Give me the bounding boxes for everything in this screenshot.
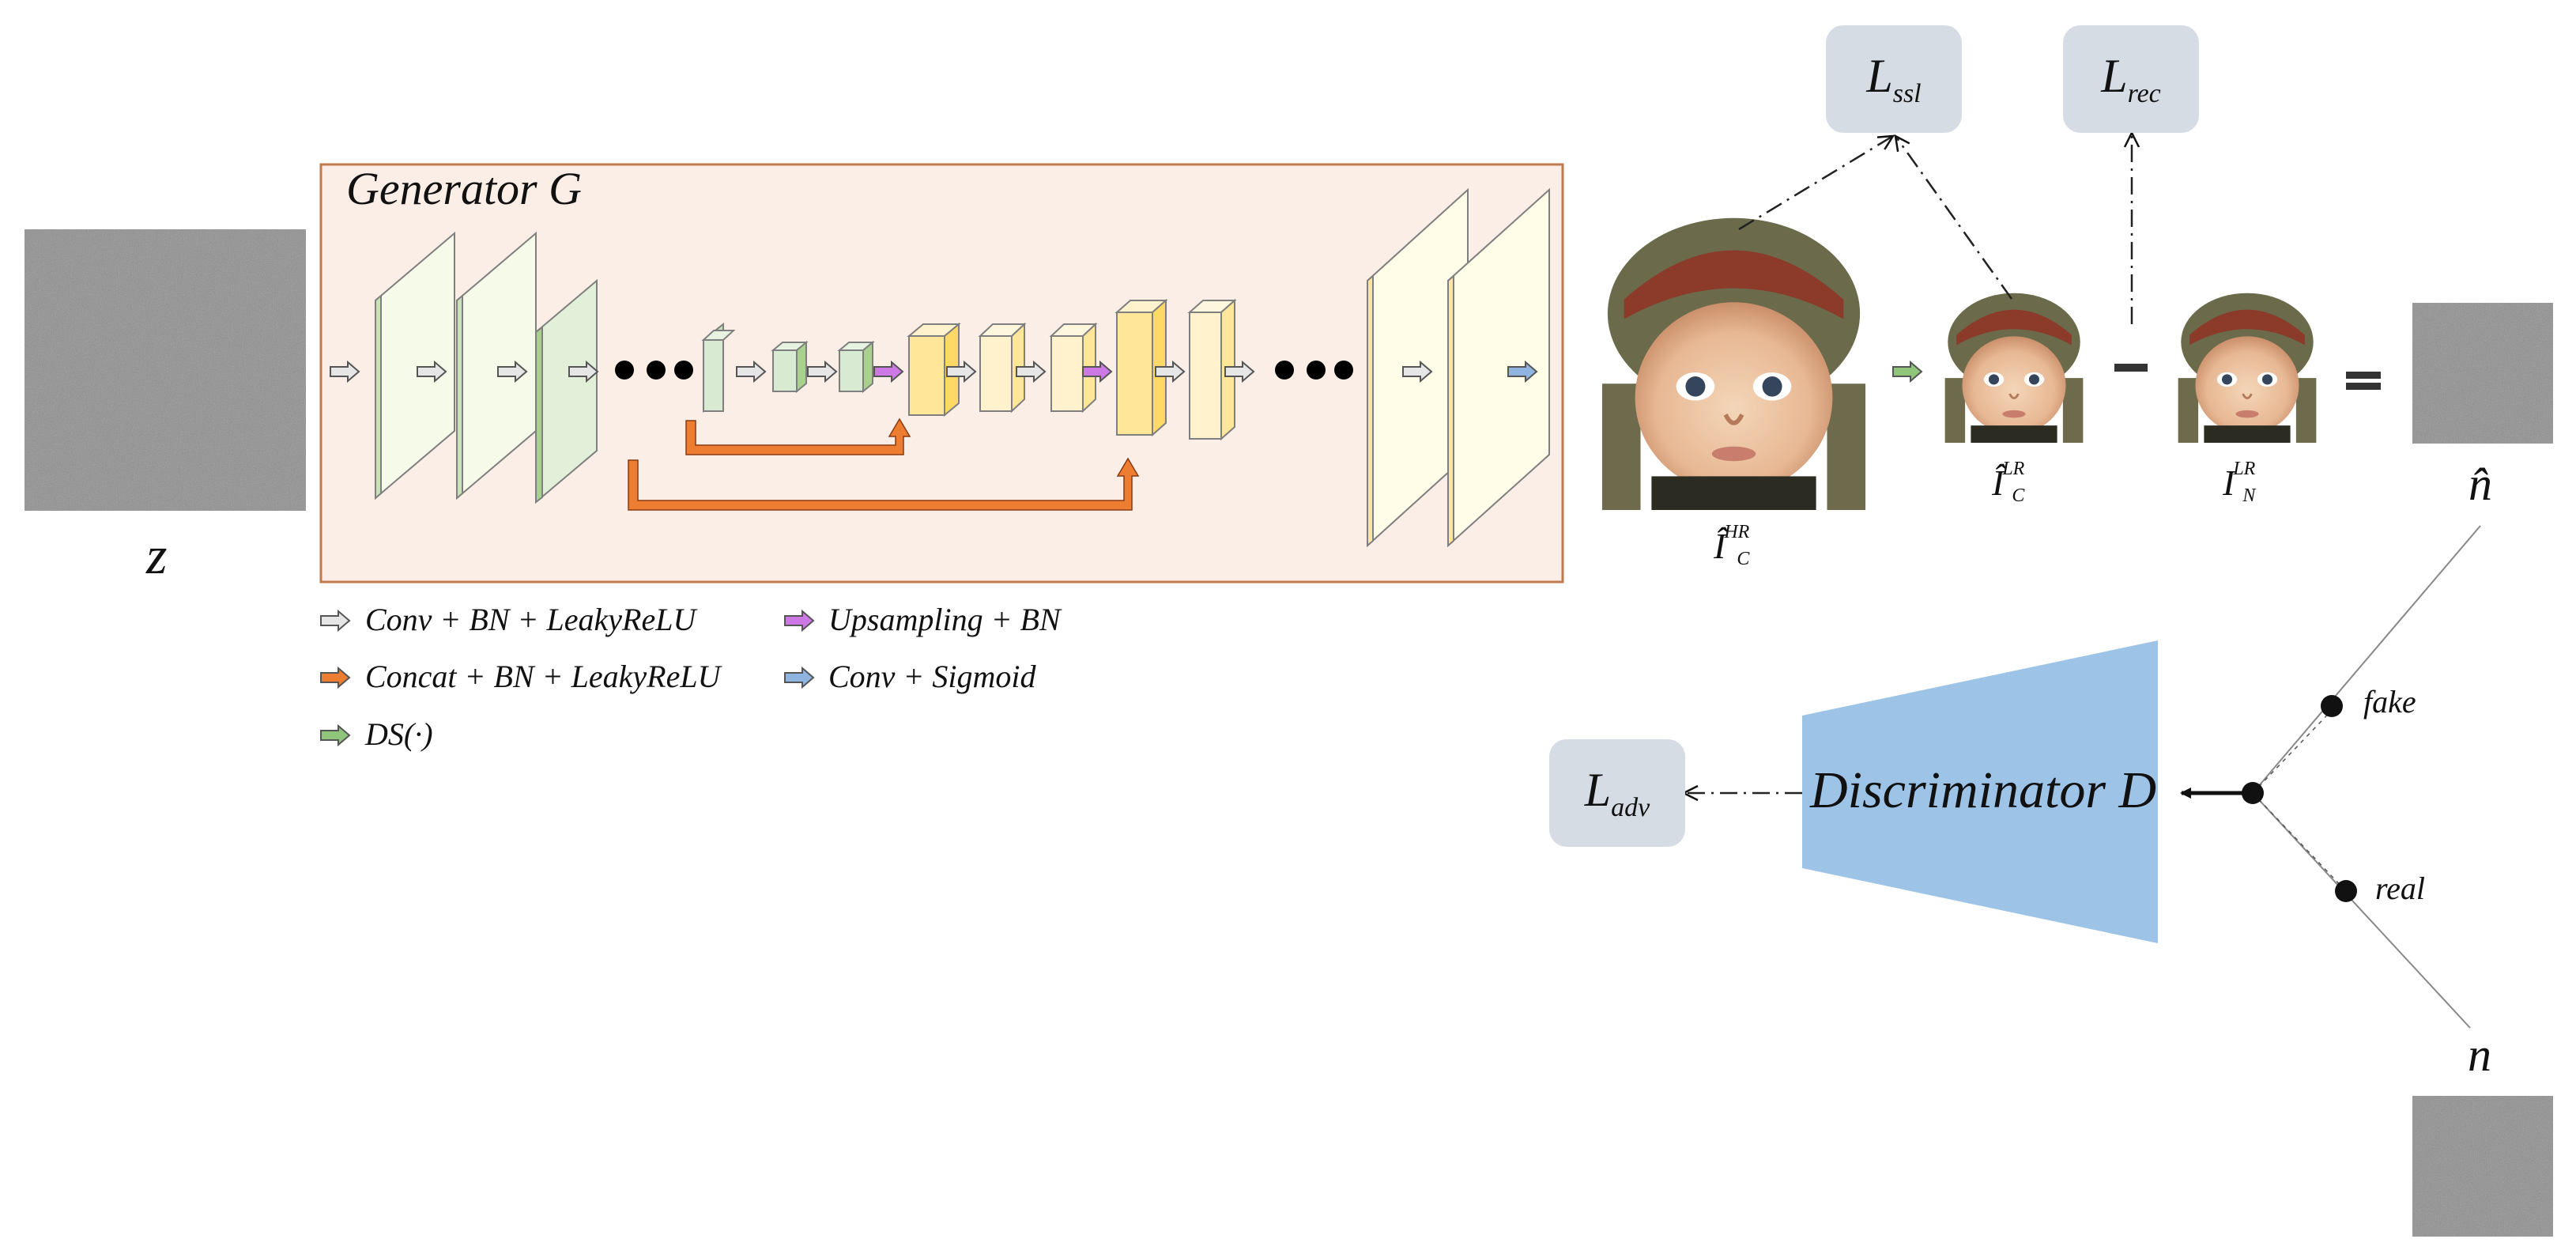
legend-sigmoid-arrow	[784, 667, 814, 688]
equals-top	[2346, 372, 2381, 379]
legend-ds-arrow	[320, 725, 350, 746]
switch-lines	[2180, 525, 2481, 1029]
loss-box-ssl: Lssl	[1826, 25, 1962, 133]
loss-rec-sub: rec	[2127, 79, 2161, 108]
skip-connections	[628, 417, 1140, 511]
generator-title: Generator G	[346, 163, 583, 214]
caption-ic-hr-main: Î	[1714, 526, 1726, 566]
loss-rec-main: L	[2101, 50, 2128, 102]
nhat-label: n̂	[2469, 458, 2492, 510]
fake-node	[2321, 695, 2343, 717]
layer-block-top	[701, 330, 736, 341]
connector-lr-to-ssl	[1895, 136, 2013, 300]
layer-block	[908, 335, 945, 416]
layer-block-side	[1447, 274, 1454, 548]
layer-block	[979, 335, 1013, 412]
real-node	[2335, 880, 2357, 902]
noise-texture	[25, 229, 306, 511]
layer-block	[703, 339, 724, 412]
layer-block-side	[375, 293, 382, 500]
discriminator-title: Discriminator D	[1810, 761, 2157, 819]
caption-ic-hr-sub: C	[1737, 549, 1750, 569]
legend-sigmoid-label: Conv + Sigmoid	[828, 659, 1036, 694]
layer-block-side	[456, 293, 463, 500]
caption-in-lr-sup: LR	[2233, 459, 2256, 479]
layer-block	[1050, 335, 1084, 412]
image-ic-hr	[1597, 218, 1871, 510]
legend-ds-label: DS(·)	[365, 716, 433, 752]
layer-block	[839, 349, 864, 392]
loss-connectors	[1684, 133, 2132, 793]
discriminator-shape	[1802, 640, 2158, 943]
switch-dashed	[2252, 792, 2347, 892]
loss-box-adv: Ladv	[1549, 739, 1685, 847]
caption-ic-lr-main: Î	[1992, 463, 2005, 503]
loss-box-rec: Lrec	[2063, 25, 2199, 133]
caption-in-lr-sub: N	[2242, 485, 2256, 506]
minus-operator	[2114, 364, 2148, 372]
skip-connection-short	[685, 417, 911, 455]
fake-path	[2252, 525, 2481, 794]
image-in-lr	[2174, 292, 2321, 444]
ds-arrow	[1892, 361, 1922, 382]
layer-block-side	[796, 340, 807, 394]
layer-block	[1116, 312, 1153, 436]
noise-texture	[2412, 1096, 2553, 1237]
fake-label: fake	[2363, 684, 2416, 720]
skip-connection-long	[628, 457, 1140, 511]
loss-ssl-sub: ssl	[1892, 79, 1922, 108]
caption-ic-hr: ÎHR C	[1714, 522, 1749, 570]
layer-block-side	[1367, 274, 1374, 548]
real-path	[2252, 792, 2471, 1029]
caption-ic-lr-sup: LR	[2002, 459, 2025, 479]
loss-ssl-main: L	[1866, 50, 1893, 102]
layer-block-side	[535, 326, 543, 504]
legend-conv-label: Conv + BN + LeakyReLU	[365, 602, 696, 637]
caption-in-lr-main: I	[2223, 463, 2235, 503]
z-label: z	[146, 525, 168, 585]
loss-adv-sub: adv	[1611, 793, 1650, 822]
caption-ic-lr: ÎLR C	[1992, 459, 2024, 507]
caption-ic-hr-sup: HR	[1724, 522, 1750, 542]
n-label: n	[2468, 1029, 2491, 1081]
image-ic-lr	[1940, 292, 2088, 444]
layer-block-side	[862, 340, 873, 394]
layer-block	[772, 349, 798, 392]
equals-bottom	[2346, 383, 2381, 390]
legend-concat-label: Concat + BN + LeakyReLU	[365, 659, 721, 694]
loss-adv-main: L	[1584, 764, 1612, 816]
caption-in-lr: ILR N	[2223, 459, 2255, 507]
legend-upsampling-label: Upsampling + BN	[828, 602, 1061, 637]
switch-dashed	[2252, 705, 2337, 794]
switch-node	[2242, 782, 2264, 804]
layer-block	[1189, 312, 1222, 440]
legend-concat-arrow	[320, 667, 350, 688]
caption-ic-lr-sub: C	[2012, 485, 2025, 506]
legend-conv-arrow	[320, 610, 350, 631]
noise-texture	[2412, 303, 2553, 444]
connector-hr-to-ssl	[1738, 136, 1893, 231]
real-label: real	[2375, 871, 2425, 906]
ellipsis-dots	[615, 361, 1353, 380]
legend-upsampling-arrow	[784, 610, 814, 631]
